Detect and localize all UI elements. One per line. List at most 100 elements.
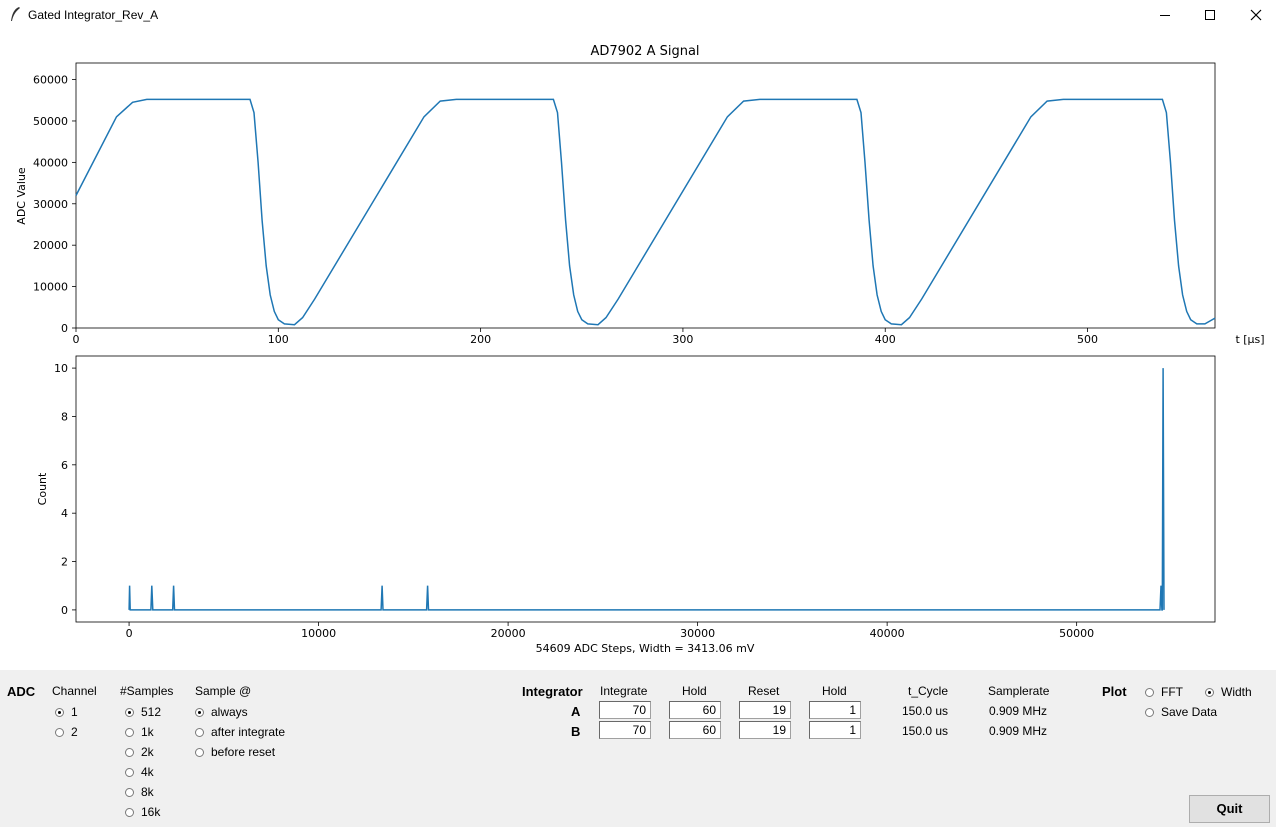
maximize-button[interactable] [1187, 0, 1233, 30]
channel-radio-1[interactable]: 1 [55, 704, 78, 720]
signal-plot: AD7902 A Signal 0 100 200 300 400 500 0 10000 2… [15, 44, 1265, 346]
channel-radio-2[interactable]: 2 [55, 724, 78, 740]
reset-b-input[interactable]: 19 [739, 721, 791, 739]
signal-ytick-label: 0 [61, 322, 68, 335]
histogram-plot-ylabel: Count [36, 472, 49, 505]
histogram-ytick-label: 4 [61, 507, 68, 520]
radio-icon [125, 727, 134, 737]
radio-icon [125, 767, 134, 777]
samples-radio-4k[interactable]: 4k [125, 764, 154, 780]
radio-icon [125, 707, 134, 717]
row-a-label: A [571, 704, 581, 719]
title-bar: Gated Integrator_Rev_A [0, 0, 1276, 30]
signal-xtick-label: 100 [268, 333, 289, 346]
radio-icon [195, 727, 204, 737]
integrate-b-input[interactable]: 70 [599, 721, 651, 739]
plots-svg: AD7902 A Signal 0 100 200 300 400 500 0100002… [15, 44, 1265, 655]
plot-radio-fft[interactable]: FFT [1145, 684, 1183, 700]
samples-radio-8k[interactable]: 8k [125, 784, 154, 800]
adc-label: ADC [7, 684, 36, 699]
hold1-a-input[interactable]: 60 [669, 701, 721, 719]
row-b-label: B [571, 724, 581, 739]
histogram-xtick-label: 0 [126, 627, 133, 640]
histogram-xtick-label: 50000 [1059, 627, 1094, 640]
samples-radio-512[interactable]: 512 [125, 704, 161, 720]
reset-header: Reset [748, 684, 780, 698]
signal-xtick-label: 200 [470, 333, 491, 346]
radio-icon [125, 807, 134, 817]
maximize-icon [1205, 10, 1215, 20]
sample-at-radio-after-integrate[interactable]: after integrate [195, 724, 285, 740]
histogram-xtick-label: 30000 [680, 627, 715, 640]
radio-icon [55, 707, 64, 717]
signal-xtick-label: 0 [73, 333, 80, 346]
hold2-b-input[interactable]: 1 [809, 721, 861, 739]
samples-header: #Samples [120, 684, 174, 698]
signal-plot-frame [75, 62, 1216, 329]
histogram-plot-frame [75, 355, 1216, 623]
integrator-label: Integrator [522, 684, 583, 699]
plot-radio-save-data[interactable]: Save Data [1145, 704, 1217, 720]
signal-ytick-label: 30000 [33, 198, 68, 211]
histogram-ytick-label: 10 [54, 362, 68, 375]
samples-radio-2k[interactable]: 2k [125, 744, 154, 760]
samplerate-b-value: 0.909 MHz [989, 724, 1048, 738]
radio-icon [1205, 687, 1214, 697]
t-cycle-header: t_Cycle [908, 684, 949, 698]
histogram-plot: 0 10000 20000 30000 40000 50000 0 2 4 6 8 10 54609… [36, 355, 1216, 655]
histogram-ytick-label: 8 [61, 410, 68, 423]
samples-radio-1k[interactable]: 1k [125, 724, 154, 740]
radio-icon [195, 747, 204, 757]
histogram-ytick-label: 6 [61, 459, 68, 472]
histogram-plot-xlabel: 54609 ADC Steps, Width = 3413.06 mV [536, 642, 755, 655]
signal-series-line [75, 98, 1216, 326]
t-cycle-b-value: 150.0 us [902, 724, 949, 738]
radio-icon [55, 727, 64, 737]
histogram-xtick-label: 10000 [301, 627, 336, 640]
integrate-a-input[interactable]: 70 [599, 701, 651, 719]
hold-header-2: Hold [822, 684, 847, 698]
sample-at-radio-before-reset[interactable]: before reset [195, 744, 275, 760]
radio-icon [1145, 707, 1154, 717]
plot-radio-width[interactable]: Width [1205, 684, 1252, 700]
samples-radio-16k[interactable]: 16k [125, 804, 160, 820]
plot-label: Plot [1102, 684, 1127, 699]
signal-ytick-label: 20000 [33, 239, 68, 252]
control-panel: ADC Channel 1 2 #Samples 512 1k 2k 4k 8k… [0, 670, 1276, 827]
signal-xtick-label: 300 [672, 333, 693, 346]
histogram-series-line [128, 368, 1165, 611]
samplerate-a-value: 0.909 MHz [989, 704, 1048, 718]
t-cycle-a-value: 150.0 us [902, 704, 949, 718]
quit-button[interactable]: Quit [1189, 795, 1270, 823]
histogram-xtick-label: 20000 [491, 627, 526, 640]
integrate-header: Integrate [600, 684, 648, 698]
signal-ytick-label: 50000 [33, 115, 68, 128]
reset-a-input[interactable]: 19 [739, 701, 791, 719]
radio-icon [125, 747, 134, 757]
radio-icon [125, 787, 134, 797]
channel-header: Channel [52, 684, 97, 698]
histogram-ytick-label: 0 [61, 604, 68, 617]
hold-header-1: Hold [682, 684, 707, 698]
hold1-b-input[interactable]: 60 [669, 721, 721, 739]
signal-plot-xlabel: t [μs] [1235, 333, 1264, 346]
feather-icon [11, 7, 20, 21]
radio-icon [1145, 687, 1154, 697]
signal-plot-ylabel: ADC Value [15, 167, 28, 225]
histogram-ytick-label: 2 [61, 556, 68, 569]
minimize-icon [1160, 15, 1170, 16]
sample-at-header: Sample @ [195, 684, 252, 698]
signal-xtick-label: 400 [875, 333, 896, 346]
radio-icon [195, 707, 204, 717]
hold2-a-input[interactable]: 1 [809, 701, 861, 719]
signal-plot-title: AD7902 A Signal [590, 44, 699, 59]
samplerate-header: Samplerate [988, 684, 1050, 698]
minimize-button[interactable] [1142, 0, 1188, 30]
histogram-xtick-label: 40000 [870, 627, 905, 640]
signal-ytick-label: 40000 [33, 156, 68, 169]
signal-xtick-label: 500 [1077, 333, 1098, 346]
signal-ytick-label: 60000 [33, 74, 68, 87]
window-title: Gated Integrator_Rev_A [28, 8, 159, 22]
close-button[interactable] [1233, 0, 1276, 30]
sample-at-radio-always[interactable]: always [195, 704, 248, 720]
